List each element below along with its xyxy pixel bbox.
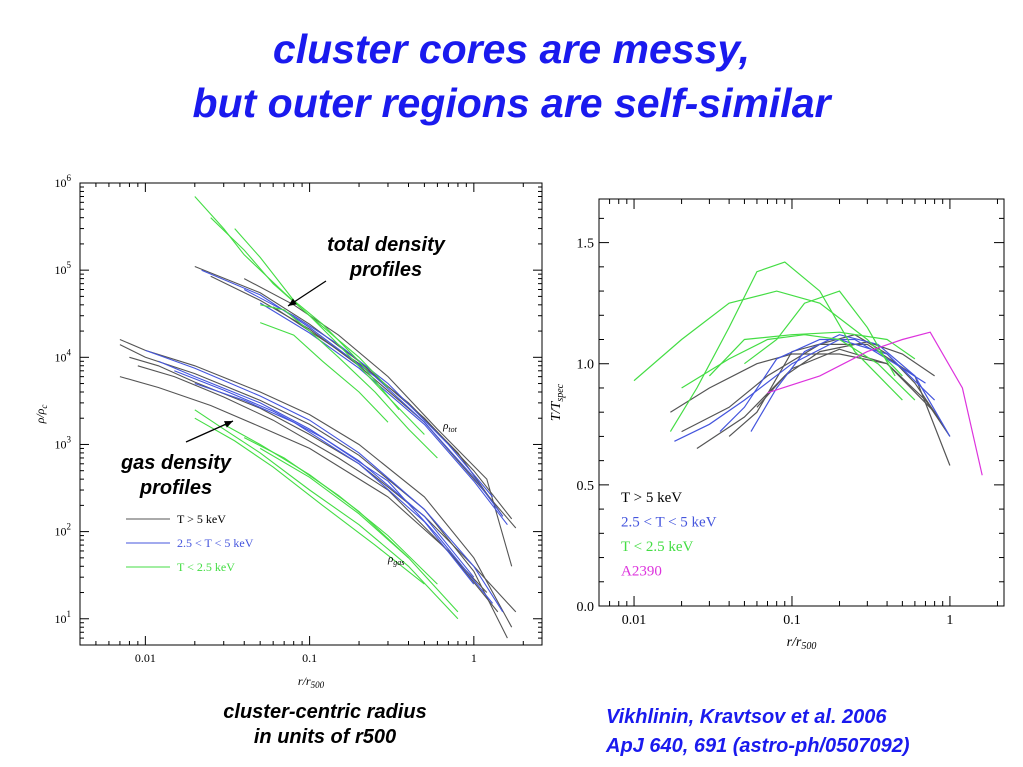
total-density-note-line-2: profiles [349, 259, 423, 281]
right-x-axis-label: r/r500 [787, 635, 817, 652]
temperature-line-cool-9 [669, 261, 903, 432]
total-density-note: total density profiles [296, 233, 476, 283]
density-line-mid-18 [158, 360, 475, 578]
right-x-tick-label: 0.01 [622, 613, 647, 628]
left-panel: 0.01 0.1 1 101 102 103 104 105 106 r/r500 ρ/ρc ρtot… [33, 173, 543, 690]
density-line-mid-19 [174, 370, 494, 604]
left-y-tick-label: 101 [55, 609, 72, 626]
gas-density-note-line-2: profiles [139, 477, 213, 499]
temperature-line-cool-11 [744, 290, 896, 377]
temperature-line-hot-2 [696, 348, 936, 450]
temperature-line-cool-10 [681, 334, 916, 401]
reference-line-2: ApJ 640, 691 (astro-ph/0507092) [606, 735, 910, 757]
left-y-tick-label: 104 [55, 347, 72, 364]
left-legend-label-cool: T < 2.5 keV [177, 560, 235, 574]
gas-density-note: gas density profiles [100, 451, 252, 501]
right-y-axis-label: T/Tspec [549, 383, 566, 421]
right-y-tick-label: 1.5 [577, 237, 595, 252]
density-line-cool-24 [243, 437, 438, 585]
density-line-hot-14 [129, 356, 517, 613]
left-y-tick-label: 102 [55, 522, 72, 539]
density-line-hot-15 [137, 365, 488, 593]
gas-density-note-line-1: gas density [120, 452, 232, 474]
left-legend-label-hot: T > 5 keV [177, 512, 226, 526]
radius-caption-line-2: in units of r500 [253, 726, 397, 748]
slide-title-line-2: but outer regions are self-similar [192, 80, 831, 126]
left-legend-label-mid: 2.5 < T < 5 keV [177, 536, 254, 550]
density-line-mid-5 [259, 302, 508, 526]
gas-density-arrow-head [224, 421, 233, 428]
rho-gas-label: ρgas [387, 553, 404, 567]
left-x-tick-label: 0.01 [135, 651, 156, 665]
density-line-mid-17 [145, 349, 504, 613]
right-legend-label-a2390: A2390 [621, 564, 662, 580]
density-line-hot-16 [119, 376, 499, 613]
temperature-line-mid-5 [674, 338, 936, 442]
density-line-hot-12 [119, 338, 513, 628]
temperature-line-mid-7 [750, 334, 951, 437]
temperature-line-mid-6 [719, 338, 926, 433]
right-x-tick-label: 0.1 [783, 613, 801, 628]
density-line-mid-4 [201, 269, 504, 517]
temperature-line-cool-8 [633, 290, 903, 382]
density-line-cool-11 [260, 322, 389, 423]
radius-caption-line-1: cluster-centric radius [223, 701, 427, 723]
density-line-cool-25 [259, 447, 409, 559]
gas-density-arrow [185, 420, 234, 443]
left-y-tick-label: 106 [55, 173, 72, 190]
left-x-tick-label: 0.1 [302, 651, 317, 665]
left-y-axis-label: ρ/ρc [33, 405, 49, 425]
left-y-tick-label: 105 [55, 260, 72, 277]
radius-caption: cluster-centric radius in units of r500 [180, 700, 470, 750]
right-legend-label-mid: 2.5 < T < 5 keV [621, 515, 717, 531]
density-line-cool-21 [194, 409, 459, 620]
density-line-cool-10 [260, 304, 438, 459]
right-panel: 0.01 0.1 1 0.0 0.5 1.0 1.5 r/r500 T/Tspec T > 5 k… [549, 198, 1005, 652]
rho-tot-label: ρtot [442, 420, 458, 434]
left-x-tick-label: 1 [471, 651, 477, 665]
density-line-cool-9 [234, 228, 400, 411]
reference-citation: Vikhlinin, Kravtsov et al. 2006 ApJ 640,… [606, 703, 910, 761]
left-y-tick-label: 103 [55, 434, 72, 451]
temperature-line-a2390-13 [767, 331, 983, 476]
slide-title-line-1: cluster cores are messy, [272, 26, 751, 72]
total-density-note-line-1: total density [327, 234, 445, 256]
right-y-tick-label: 1.0 [577, 358, 595, 373]
right-legend-label-cool: T < 2.5 keV [621, 539, 694, 555]
total-density-arrow-head [288, 298, 297, 306]
left-plot-frame [79, 182, 543, 646]
density-line-mid-20 [194, 382, 475, 585]
right-y-tick-label: 0.5 [577, 479, 595, 494]
right-y-tick-label: 0.0 [577, 600, 595, 615]
right-legend-label-hot: T > 5 keV [621, 490, 682, 506]
right-x-tick-label: 1 [946, 613, 953, 628]
left-x-axis-label: r/r500 [298, 674, 325, 690]
reference-line-1: Vikhlinin, Kravtsov et al. 2006 [606, 706, 887, 728]
density-line-cool-22 [194, 417, 425, 585]
temperature-line-hot-4 [756, 341, 935, 408]
right-plot-frame [598, 198, 1005, 607]
